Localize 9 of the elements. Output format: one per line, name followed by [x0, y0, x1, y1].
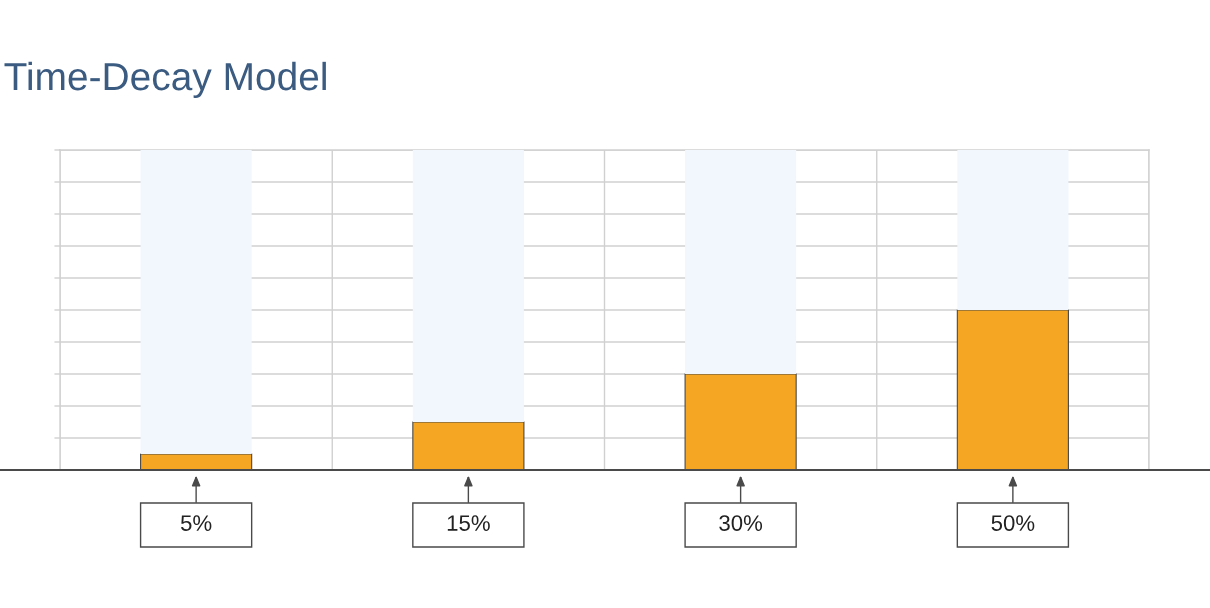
data-label: 30%: [719, 515, 763, 531]
bar: [957, 150, 1069, 310]
bar: [685, 150, 797, 374]
data-label: 50%: [991, 515, 1035, 531]
data-label: 15%: [447, 515, 490, 531]
data-label: 5%: [180, 515, 212, 531]
chart-title: Time-Decay Model: [4, 61, 326, 99]
bar: [412, 150, 524, 422]
bar: [140, 150, 252, 454]
